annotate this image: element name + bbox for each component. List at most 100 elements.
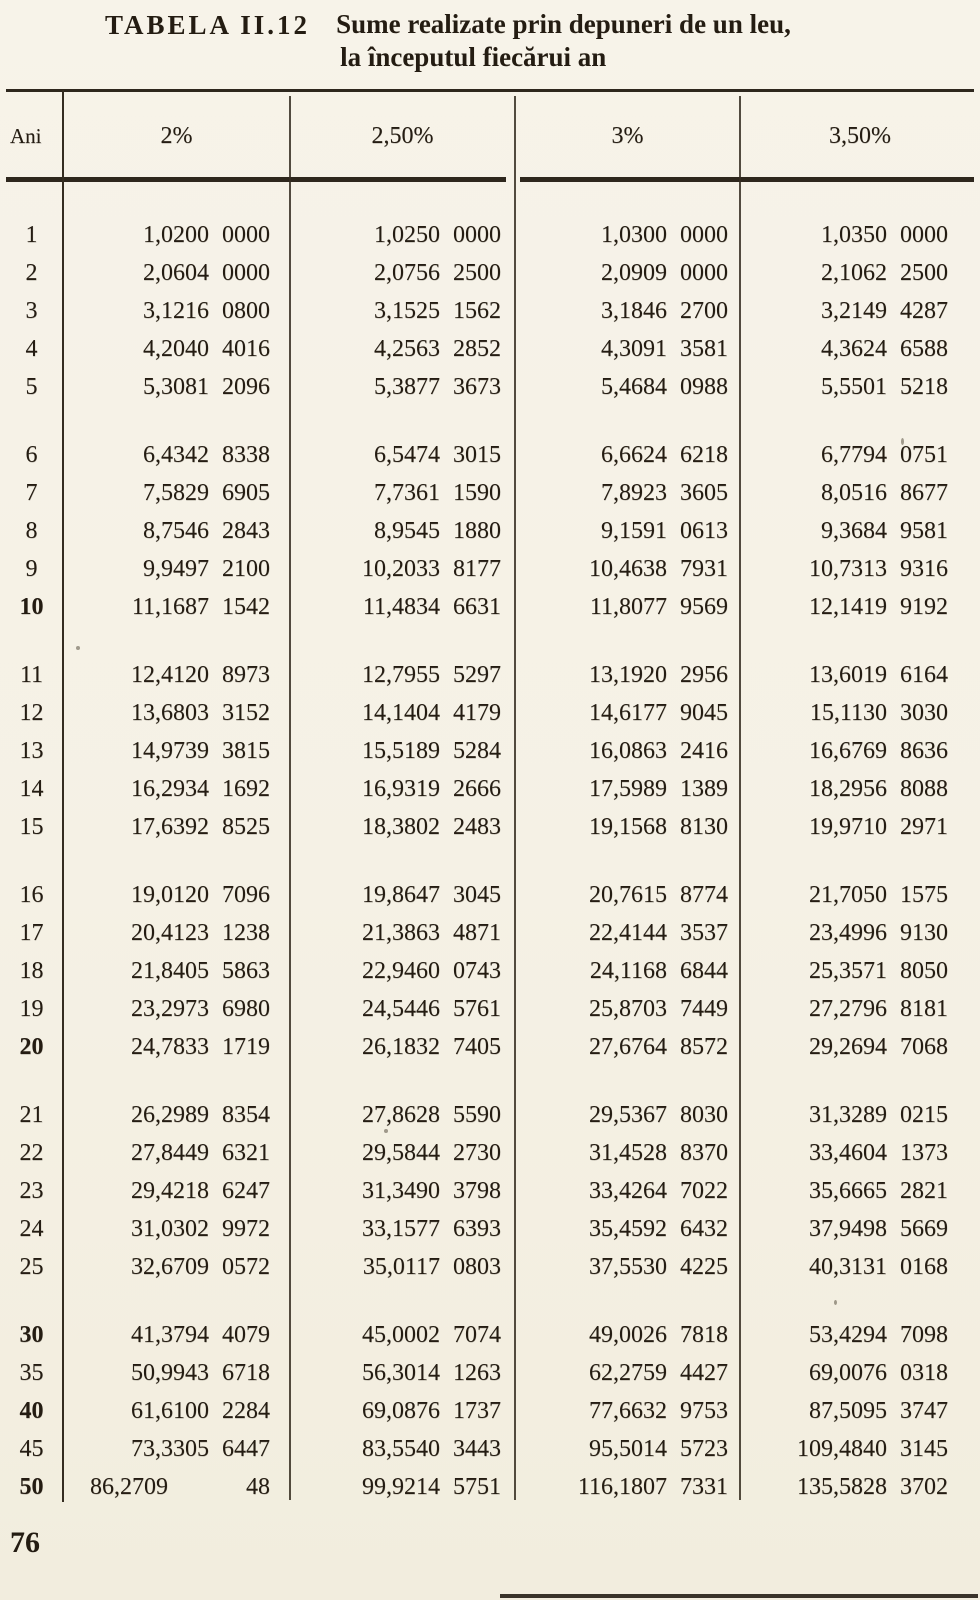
value-cell: 26,2989 8354 [131, 1102, 270, 1128]
value-cell: 4,3091 3581 [601, 336, 728, 362]
year-cell: 16 [19, 882, 44, 908]
value-cell: 21,8405 5863 [131, 958, 270, 984]
row-group: 6 6,4342 8338 6,5474 3015 6,6624 6218 6,7794… [0, 436, 980, 626]
table-row: 12 13,6803 3152 14,1404 4179 14,6177 9045 15… [0, 694, 980, 732]
value-cell: 31,3289 0215 [809, 1102, 948, 1128]
value-cell: 83,5540 3443 [362, 1436, 501, 1462]
value-cell: 33,4264 7022 [589, 1178, 728, 1204]
year-cell: 20 [19, 1034, 44, 1060]
value-cell: 1,0200 0000 [143, 222, 270, 248]
value-cell: 33,4604 1373 [809, 1140, 948, 1166]
row-group: 16 19,0120 7096 19,8647 3045 20,7615 8774 21… [0, 876, 980, 1066]
value-cell: 15,5189 5284 [362, 738, 501, 764]
value-cell: 19,9710 2971 [809, 814, 948, 840]
table-header: Ani 2% 2,50% 3% 3,50% [0, 96, 980, 176]
value-cell: 77,6632 9753 [589, 1398, 728, 1424]
value-cell: 24,7833 1719 [131, 1034, 270, 1060]
value-cell: 21,7050 1575 [809, 882, 948, 908]
table-row: 22 27,8449 6321 29,5844 2730 31,4528 8370 33… [0, 1134, 980, 1172]
column-header-3pct: 3% [611, 122, 644, 149]
table-row: 10 11,1687 1542 11,4834 6631 11,8077 9569 12… [0, 588, 980, 626]
year-cell: 4 [25, 336, 38, 362]
value-cell: 18,2956 8088 [809, 776, 948, 802]
value-cell: 7,5829 6905 [143, 480, 270, 506]
value-cell: 69,0076 0318 [809, 1360, 948, 1386]
table-row: 40 61,6100 2284 69,0876 1737 77,6632 9753 87… [0, 1392, 980, 1430]
year-cell: 25 [19, 1254, 44, 1280]
table-row: 25 32,6709 0572 35,0117 0803 37,5530 4225 40… [0, 1248, 980, 1286]
value-cell: 12,1419 9192 [809, 594, 948, 620]
value-cell: 6,5474 3015 [374, 442, 501, 468]
value-cell: 109,4840 3145 [797, 1436, 948, 1462]
year-cell: 24 [19, 1216, 44, 1242]
table-row: 11 12,4120 8973 12,7955 5297 13,1920 2956 13… [0, 656, 980, 694]
value-cell: 7,8923 3605 [601, 480, 728, 506]
value-cell: 16,9319 2666 [362, 776, 501, 802]
table-row: 30 41,3794 4079 45,0002 7074 49,0026 7818 53… [0, 1316, 980, 1354]
value-cell: 27,6764 8572 [589, 1034, 728, 1060]
column-rule-3 [514, 96, 516, 1500]
value-cell: 29,5844 2730 [362, 1140, 501, 1166]
value-cell: 6,4342 8338 [143, 442, 270, 468]
value-cell: 35,0117 0803 [362, 1254, 501, 1280]
value-cell: 10,2033 8177 [362, 556, 501, 582]
value-cell: 61,6100 2284 [131, 1398, 270, 1424]
top-rule [6, 89, 974, 92]
value-cell: 18,3802 2483 [362, 814, 501, 840]
value-cell: 20,7615 8774 [589, 882, 728, 908]
value-cell: 3,1846 2700 [601, 298, 728, 324]
table-row: 23 29,4218 6247 31,3490 3798 33,4264 7022 35… [0, 1172, 980, 1210]
value-cell: 4,3624 6588 [821, 336, 948, 362]
year-cell: 21 [19, 1102, 44, 1128]
title-block: TABELA II.12 Sume realizate prin depuner… [105, 8, 950, 74]
year-cell: 2 [25, 260, 38, 286]
value-cell: 31,3490 3798 [362, 1178, 501, 1204]
value-cell: 13,6803 3152 [131, 700, 270, 726]
table-row: 24 31,0302 9972 33,1577 6393 35,4592 6432 37… [0, 1210, 980, 1248]
table-row: 1 1,0200 0000 1,0250 0000 1,0300 0000 1,0350… [0, 216, 980, 254]
table-row: 4 4,2040 4016 4,2563 2852 4,3091 3581 4,3624… [0, 330, 980, 368]
table-title-line2: la începutul fiecărui an [340, 42, 607, 72]
year-cell: 40 [19, 1398, 44, 1424]
value-cell: 49,0026 7818 [589, 1322, 728, 1348]
column-header-ani: Ani [10, 123, 42, 148]
value-cell: 50,9943 6718 [131, 1360, 270, 1386]
value-cell: 1,0350 0000 [821, 222, 948, 248]
table-row: 20 24,7833 1719 26,1832 7405 27,6764 8572 29… [0, 1028, 980, 1066]
value-cell: 4,2563 2852 [374, 336, 501, 362]
scan-speckle [384, 1129, 388, 1133]
value-cell: 86,2709 48 [90, 1474, 270, 1500]
value-cell: 16,2934 1692 [131, 776, 270, 802]
value-cell: 8,0516 8677 [821, 480, 948, 506]
value-cell: 135,5828 3702 [797, 1474, 948, 1500]
value-cell: 32,6709 0572 [131, 1254, 270, 1280]
value-cell: 11,4834 6631 [362, 594, 501, 620]
value-cell: 41,3794 4079 [131, 1322, 270, 1348]
value-cell: 13,1920 2956 [589, 662, 728, 688]
year-cell: 23 [19, 1178, 44, 1204]
value-cell: 24,1168 6844 [589, 958, 728, 984]
value-cell: 2,0756 2500 [374, 260, 501, 286]
value-cell: 116,1807 7331 [577, 1474, 728, 1500]
value-cell: 29,4218 6247 [131, 1178, 270, 1204]
value-cell: 6,7794 0751 [821, 442, 948, 468]
value-cell: 4,2040 4016 [143, 336, 270, 362]
year-cell: 11 [19, 662, 44, 688]
value-cell: 19,8647 3045 [362, 882, 501, 908]
table-row: 19 23,2973 6980 24,5446 5761 25,8703 7449 27… [0, 990, 980, 1028]
scan-speckle [901, 438, 904, 445]
value-cell: 27,2796 8181 [809, 996, 948, 1022]
value-cell: 9,3684 9581 [821, 518, 948, 544]
value-cell: 31,0302 9972 [131, 1216, 270, 1242]
table-row: 7 7,5829 6905 7,7361 1590 7,8923 3605 8,0516… [0, 474, 980, 512]
row-group: 30 41,3794 4079 45,0002 7074 49,0026 7818 53… [0, 1316, 980, 1506]
value-cell: 25,3571 8050 [809, 958, 948, 984]
year-cell: 18 [19, 958, 44, 984]
year-cell: 13 [19, 738, 44, 764]
value-cell: 14,9739 3815 [131, 738, 270, 764]
value-cell: 37,5530 4225 [589, 1254, 728, 1280]
column-header-350pct: 3,50% [829, 122, 891, 149]
value-cell: 27,8449 6321 [131, 1140, 270, 1166]
scan-speckle [834, 1300, 837, 1305]
value-cell: 3,1216 0800 [143, 298, 270, 324]
